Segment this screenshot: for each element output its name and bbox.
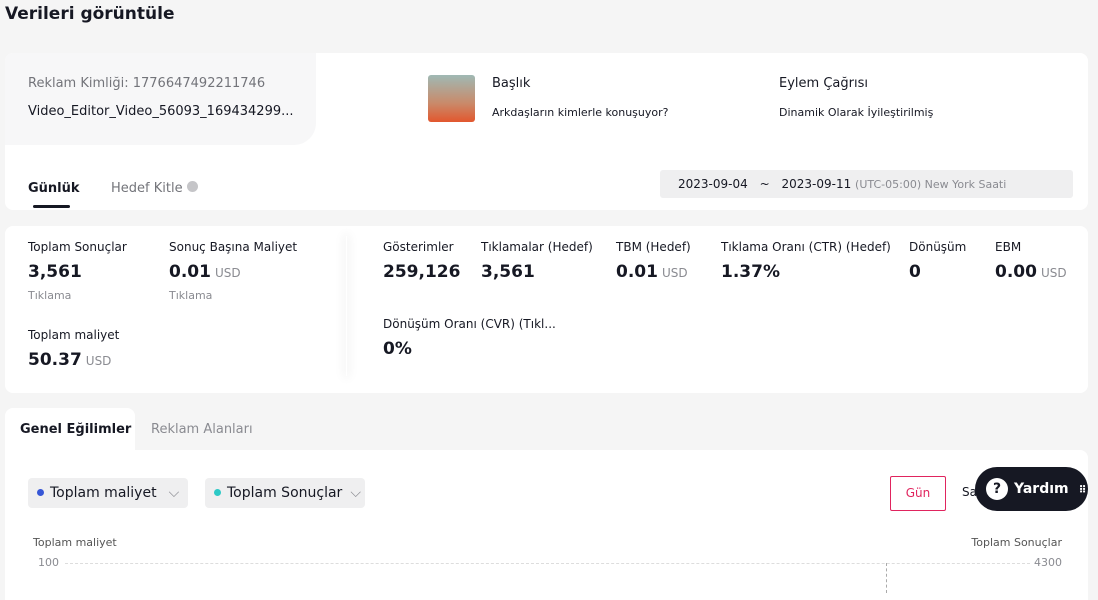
metric-label: Gösterimler <box>383 240 454 254</box>
metric-label: Tıklamalar (Hedef) <box>481 240 593 254</box>
metric-value: 1.37% <box>721 262 780 282</box>
trend-tab-bg <box>5 408 135 452</box>
headline-label: Başlık <box>492 76 531 91</box>
date-sep: ~ <box>759 177 770 191</box>
metric: Gösterimler 259,126 <box>383 240 460 282</box>
metric: Toplam Sonuçlar 3,561 Tıklama <box>28 240 127 302</box>
metric-value-row: 0.01 USD <box>616 262 691 282</box>
metric: Dönüşüm 0 <box>909 240 966 282</box>
help-button[interactable]: ? Yardım ⠿ <box>975 467 1088 511</box>
tab[interactable]: Hedef Kitle <box>111 181 198 196</box>
metric: Toplam maliyet 50.37 USD <box>28 328 119 370</box>
metric-unit: USD <box>661 266 688 280</box>
grid-line <box>65 563 1030 564</box>
thumbnail <box>428 75 475 122</box>
trend-tab[interactable]: Reklam Alanları <box>151 422 253 437</box>
headline: Arkdaşların kimlerle konuşuyor? <box>492 106 669 119</box>
metric-select[interactable]: Toplam Sonuçlar ⌵ <box>205 478 365 508</box>
ad-id-box <box>5 53 316 145</box>
metric-value: 50.37 <box>28 350 82 370</box>
trend-tab[interactable]: Genel Eğilimler <box>20 422 132 437</box>
axis-label: 100 <box>38 556 59 569</box>
date-start: 2023-09-04 <box>678 177 748 191</box>
metric-value-row: 259,126 <box>383 262 460 282</box>
metric-sub: Tıklama <box>169 289 213 302</box>
select-label: Toplam Sonuçlar <box>227 485 343 501</box>
page: Verileri görüntüle Reklam Kimliği: 17766… <box>5 4 1088 593</box>
trend-card <box>5 450 1088 600</box>
tab-underline <box>33 205 70 208</box>
metric-value: 3,561 <box>28 262 82 282</box>
metric-value: 259,126 <box>383 262 461 282</box>
metric-value-row: 3,561 <box>28 262 127 282</box>
metric-select[interactable]: Toplam maliyet ⌵ <box>28 478 188 508</box>
metric-label: Sonuç Başına Maliyet <box>169 240 298 254</box>
metric-value: 0.00 <box>995 262 1037 282</box>
select-label: Toplam maliyet <box>50 485 157 501</box>
metric-value: 3,561 <box>481 262 535 282</box>
metric: Sonuç Başına Maliyet 0.01 USD Tıklama <box>169 240 297 302</box>
metric-value-row: 50.37 USD <box>28 350 119 370</box>
metric-value: 0 <box>909 262 921 282</box>
cta: Dinamik Olarak İyileştirilmiş <box>779 106 934 119</box>
metric-label: Dönüşüm <box>909 240 967 254</box>
metric-value-row: 0.00 USD <box>995 262 1067 282</box>
metric-unit: USD <box>214 266 241 280</box>
help-label: Yardım <box>1014 481 1069 497</box>
axis-label: 4300 <box>1034 556 1062 569</box>
metric-label: Tıklama Oranı (CTR) (Hedef) <box>721 240 891 254</box>
metric: Dönüşüm Oranı (CVR) (Tıkl... 0% <box>383 317 556 359</box>
date-end: 2023-09-11 <box>781 177 852 191</box>
metric: Tıklamalar (Hedef) 3,561 <box>481 240 593 282</box>
page-title: Verileri görüntüle <box>5 4 175 24</box>
tab[interactable]: Günlük <box>28 181 80 196</box>
metric-label: Toplam Sonuçlar <box>28 240 127 254</box>
ad-name: Video_Editor_Video_56093_169434299... <box>28 104 294 119</box>
tab-label: Hedef Kitle <box>111 181 183 196</box>
granularity-button[interactable]: Gün <box>890 476 946 511</box>
metric: EBM 0.00 USD <box>995 240 1067 282</box>
metric-unit: USD <box>85 354 112 368</box>
metric-value-row: 0.01 USD <box>169 262 297 282</box>
axis-title: Toplam Sonuçlar <box>971 536 1062 549</box>
metrics-card <box>5 226 1088 393</box>
metric-value: 0.01 <box>616 262 658 282</box>
metric-label: Toplam maliyet <box>28 328 120 342</box>
metric-label: EBM <box>995 240 1022 254</box>
granularity-button[interactable]: Sa <box>962 485 977 499</box>
metric-value-row: 3,561 <box>481 262 593 282</box>
metric-unit: USD <box>1040 266 1067 280</box>
metric-value-row: 0% <box>383 339 556 359</box>
ad-id: Reklam Kimliği: 1776647492211746 <box>28 76 266 91</box>
metric-sub: Tıklama <box>28 289 72 302</box>
cta-label: Eylem Çağrısı <box>779 76 868 91</box>
metric-label: TBM (Hedef) <box>616 240 691 254</box>
metric-value: 0.01 <box>169 262 211 282</box>
divider <box>346 236 347 376</box>
axis-title: Toplam maliyet <box>33 536 117 549</box>
metric-value-row: 0 <box>909 262 966 282</box>
metric: Tıklama Oranı (CTR) (Hedef) 1.37% <box>721 240 891 282</box>
date-picker[interactable]: 2023-09-04 ~ 2023-09-11 (UTC-05:00) New … <box>660 170 1073 198</box>
metric-label: Dönüşüm Oranı (CVR) (Tıkl... <box>383 317 556 331</box>
metric-value-row: 1.37% <box>721 262 891 282</box>
timezone: (UTC-05:00) New York Saati <box>855 178 1007 191</box>
metric-value: 0% <box>383 339 412 359</box>
cursor-line <box>886 563 887 593</box>
metric: TBM (Hedef) 0.01 USD <box>616 240 691 282</box>
